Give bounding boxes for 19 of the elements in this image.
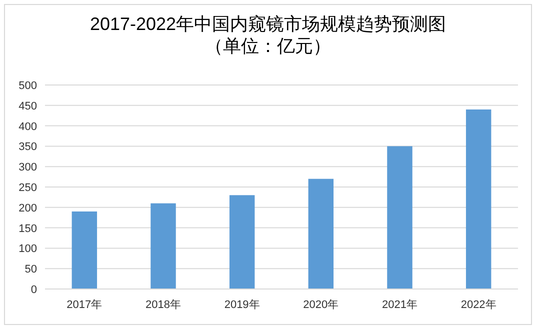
y-tick-label: 0 bbox=[30, 284, 37, 296]
y-tick-label: 250 bbox=[18, 182, 37, 194]
x-tick-label: 2018年 bbox=[146, 299, 181, 311]
title: 2017-2022年中国内窥镜市场规模趋势预测图 bbox=[90, 14, 446, 34]
y-tick-label: 300 bbox=[18, 162, 37, 174]
y-tick-label: 500 bbox=[18, 80, 37, 92]
x-tick-label: 2019年 bbox=[224, 299, 260, 311]
y-tick-label: 200 bbox=[18, 202, 37, 214]
y-tick-label: 350 bbox=[18, 141, 37, 154]
y-tick-label: 450 bbox=[18, 100, 37, 112]
x-tick-label: 2017年 bbox=[66, 299, 102, 311]
y-tick-label: 100 bbox=[18, 243, 37, 256]
y-tick-label: 150 bbox=[18, 222, 37, 235]
x-tick-label: 2021年 bbox=[382, 299, 418, 311]
subtitle: （单位：亿元） bbox=[205, 36, 331, 56]
x-tick-label: 2022年 bbox=[460, 299, 496, 311]
y-tick-label: 400 bbox=[18, 120, 37, 133]
y-tick-label: 50 bbox=[24, 264, 37, 276]
x-tick-label: 2020年 bbox=[303, 299, 339, 311]
